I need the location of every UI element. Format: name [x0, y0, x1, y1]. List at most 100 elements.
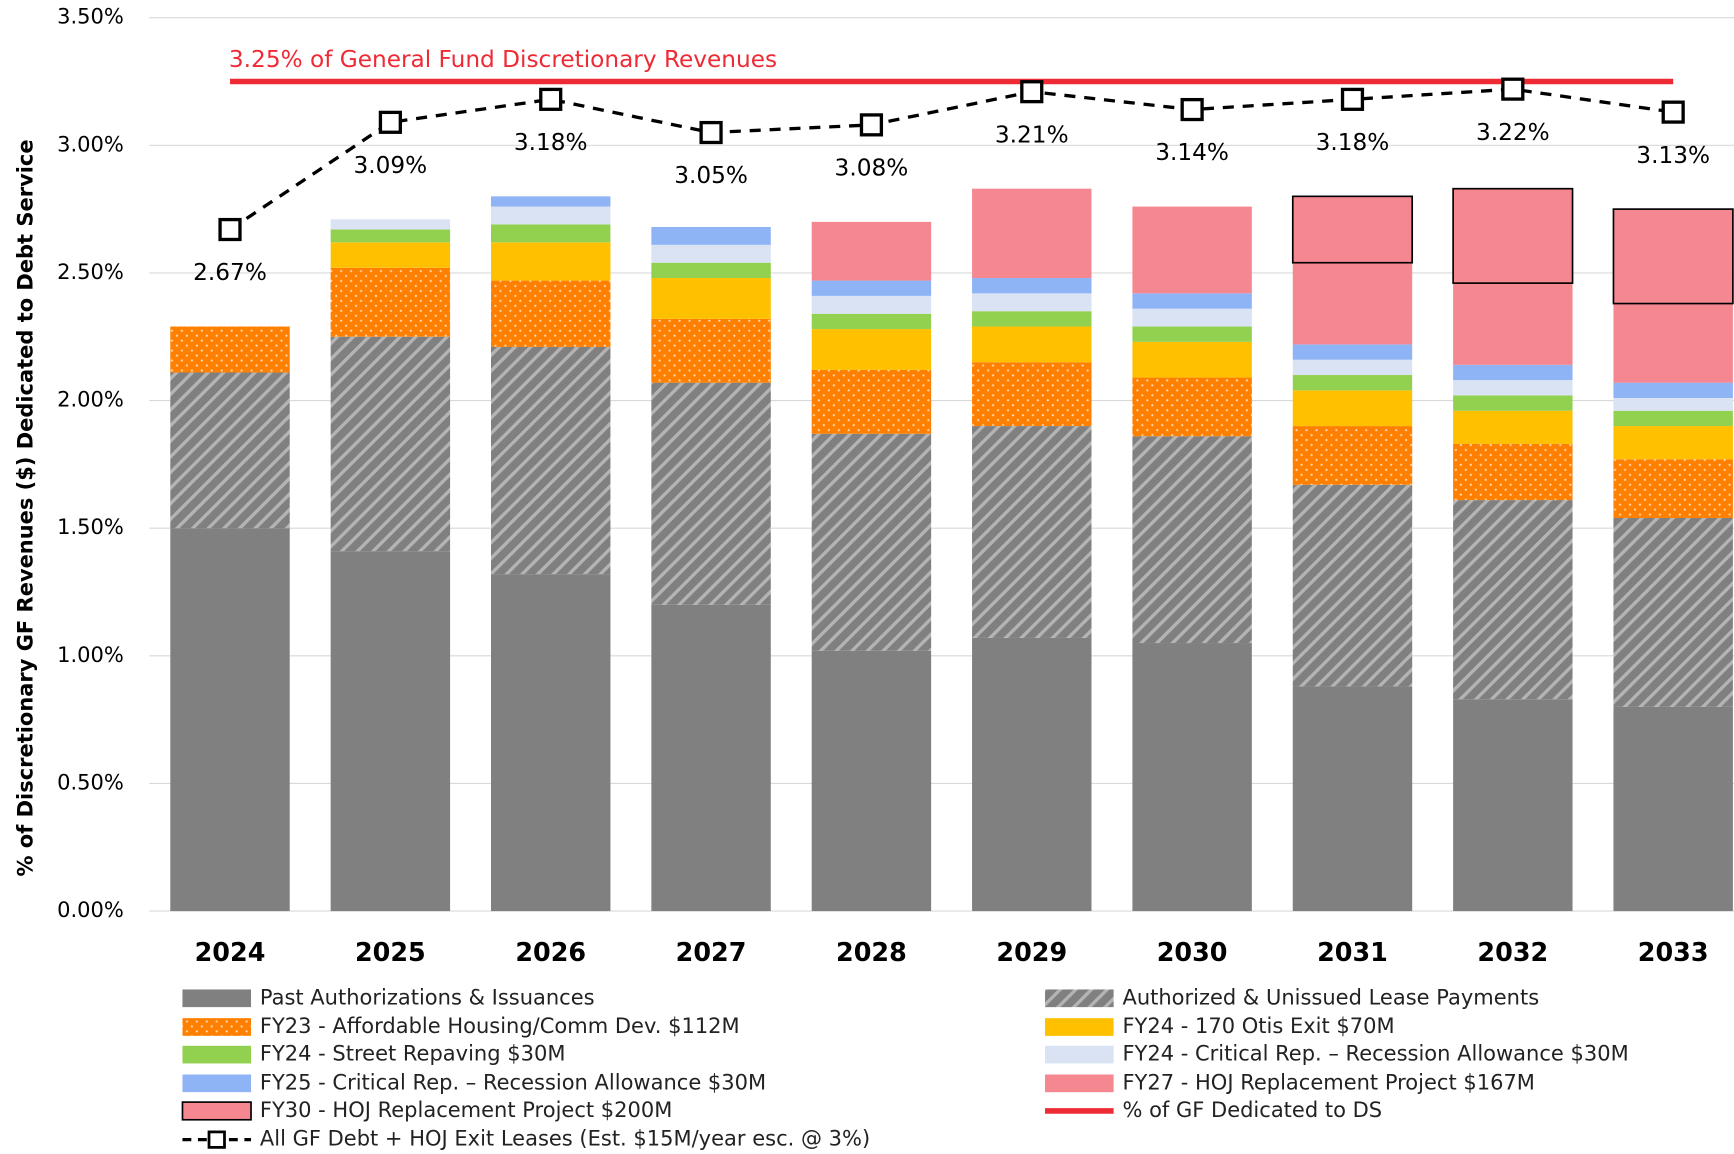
y-tick-label: 0.50% — [57, 770, 124, 794]
legend-swatch — [1045, 1074, 1114, 1093]
bar-segment — [1613, 426, 1733, 460]
legend-label: Authorized & Unissued Lease Payments — [1122, 985, 1539, 1009]
legend-swatch — [182, 1074, 252, 1093]
bar-segment — [1291, 195, 1414, 264]
marker — [1340, 87, 1365, 111]
x-tick-label: 2026 — [515, 937, 586, 967]
y-tick-label: 3.00% — [57, 132, 124, 156]
x-tick-label: 2029 — [996, 937, 1067, 967]
bar-segment — [1453, 699, 1573, 912]
bar-segment — [811, 313, 932, 330]
bar-segment — [1613, 303, 1733, 383]
bar-segment — [491, 574, 611, 912]
data-label: 3.21% — [995, 121, 1069, 148]
bar-segment — [1132, 308, 1252, 327]
bar-segment — [972, 293, 1092, 312]
bar-segment — [1452, 187, 1574, 284]
bar-segment — [1613, 382, 1733, 398]
data-label: 3.18% — [514, 129, 588, 156]
bar-segment — [1132, 436, 1252, 644]
legend-swatch — [182, 989, 252, 1008]
bar-segment — [1453, 364, 1573, 381]
data-label: 3.08% — [835, 155, 909, 182]
bar-segment — [1292, 484, 1413, 687]
bar-segment — [1132, 326, 1252, 342]
legend-swatch — [182, 1045, 252, 1064]
bar-segment — [811, 295, 932, 314]
x-tick-label: 2033 — [1638, 937, 1709, 967]
bar-segment — [1613, 397, 1733, 411]
x-tick-label: 2028 — [836, 937, 907, 967]
bar-segment — [1132, 341, 1252, 378]
y-tick-label: 2.00% — [57, 388, 124, 412]
data-label: 3.05% — [674, 162, 748, 189]
legend-swatch — [1045, 1045, 1114, 1064]
legend-swatch — [1045, 989, 1114, 1008]
bar-segment — [1613, 706, 1733, 912]
bar-segment — [1292, 262, 1413, 345]
marker — [1661, 100, 1685, 124]
bar-segment — [491, 346, 611, 575]
bar-segment — [170, 372, 290, 529]
bar-segment — [330, 336, 451, 552]
legend-swatch — [181, 1101, 252, 1121]
legend-marker — [207, 1130, 226, 1149]
line — [229, 87, 1674, 231]
bar-segment — [972, 362, 1092, 427]
y-axis-label: % of Discretionary GF Revenues ($) Dedic… — [14, 139, 38, 876]
marker — [699, 120, 723, 145]
bar-segment — [651, 278, 771, 319]
bar-segment — [972, 278, 1092, 294]
bar-segment — [170, 326, 290, 373]
legend-label: FY23 - Affordable Housing/Comm Dev. $112… — [260, 1014, 740, 1038]
legend-label: % of GF Dedicated to DS — [1122, 1098, 1382, 1122]
bar-segment — [972, 326, 1092, 363]
legend-label: All GF Debt + HOJ Exit Leases (Est. $15M… — [260, 1127, 870, 1151]
bar-segment — [330, 229, 451, 243]
legend-label: FY27 - HOJ Replacement Project $167M — [1122, 1070, 1534, 1094]
y-tick-label: 1.50% — [57, 515, 124, 539]
y-tick-label: 2.50% — [57, 260, 124, 284]
bar-segment — [330, 551, 451, 912]
bar-segment — [1453, 443, 1573, 501]
bar-segment — [1613, 459, 1733, 518]
bar-segment — [651, 604, 771, 912]
x-tick-label: 2032 — [1477, 937, 1548, 967]
bar-segment — [651, 226, 771, 245]
bar-segment — [1453, 283, 1573, 365]
bar-segment — [1292, 686, 1413, 912]
bar-segment — [1292, 426, 1413, 485]
data-label: 3.09% — [354, 152, 428, 179]
marker — [1020, 80, 1044, 104]
bar-segment — [972, 188, 1092, 279]
bar-segment — [1453, 500, 1573, 700]
legend-label: FY24 - 170 Otis Exit $70M — [1122, 1014, 1394, 1038]
bar-segment — [651, 244, 771, 263]
y-tick-label: 1.00% — [57, 643, 124, 667]
bar-segment — [1132, 377, 1252, 437]
x-tick-label: 2031 — [1317, 937, 1388, 967]
bar-segment — [1132, 643, 1252, 912]
bar-segment — [1292, 390, 1413, 427]
bar-segment — [330, 242, 451, 268]
bar-segment — [1612, 208, 1734, 305]
bar-segment — [811, 329, 932, 370]
bar-segment — [491, 280, 611, 347]
bar-segment — [1613, 410, 1733, 427]
legend-label: FY24 - Critical Rep. – Recession Allowan… — [1122, 1042, 1628, 1066]
legend-label: FY24 - Street Repaving $30M — [260, 1042, 566, 1066]
data-label: 3.13% — [1636, 142, 1710, 169]
bar-segment — [972, 637, 1092, 912]
data-label: 2.67% — [193, 259, 267, 286]
data-label: 3.18% — [1316, 129, 1390, 156]
bar-segment — [1292, 375, 1413, 391]
x-tick-label: 2027 — [676, 937, 747, 967]
legend-swatch — [182, 1018, 252, 1036]
bar-segment — [811, 433, 932, 651]
bar-segment — [1453, 395, 1573, 411]
marker — [378, 110, 402, 134]
bar-segment — [651, 262, 771, 279]
bar-segment — [1292, 344, 1413, 360]
